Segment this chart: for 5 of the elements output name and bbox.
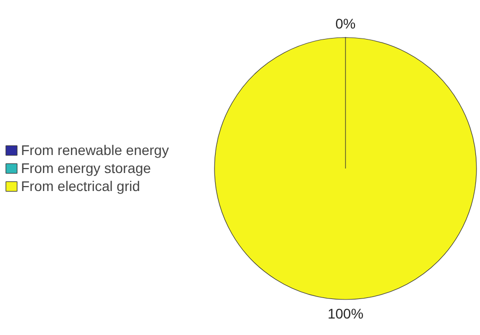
legend-label: From renewable energy <box>21 142 169 158</box>
legend-label: From electrical grid <box>21 178 140 194</box>
legend-label: From energy storage <box>21 160 151 176</box>
data-label: 100% <box>328 306 364 322</box>
text: 0% <box>335 16 356 32</box>
